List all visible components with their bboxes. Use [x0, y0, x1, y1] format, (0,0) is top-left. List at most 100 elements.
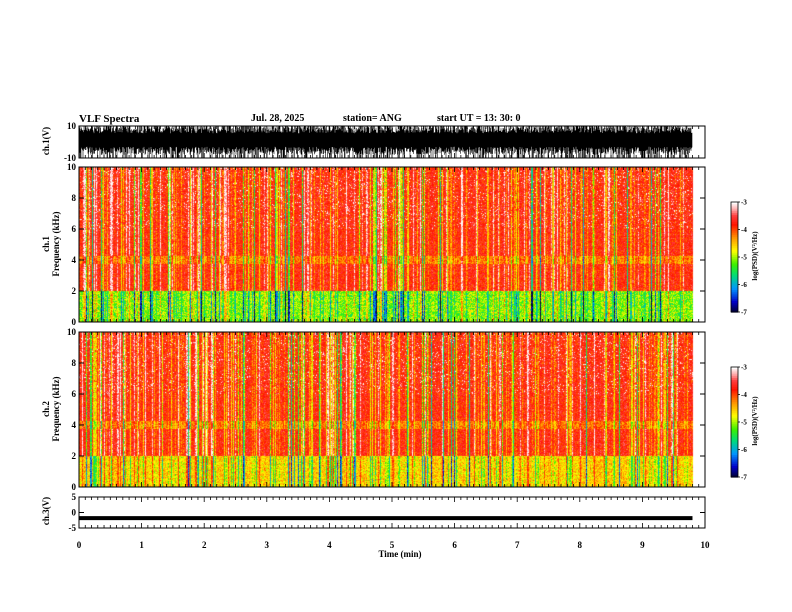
colorbar1-swatch [731, 279, 738, 282]
colorbar1-swatch [731, 258, 738, 262]
colorbar2-swatch [731, 372, 738, 375]
colorbar1-swatch [731, 295, 738, 298]
x-tick-label: 8 [578, 540, 583, 550]
colorbar2-swatch [731, 368, 738, 372]
panel2-ytick-label: 10 [67, 162, 77, 172]
x-tick-label: 2 [202, 540, 207, 550]
station-label: station= ANG [343, 113, 402, 124]
colorbar2-swatch [731, 400, 738, 403]
colorbar1-swatch [731, 207, 738, 210]
colorbar1-swatch [731, 227, 738, 231]
ch2-spectrogram-image [79, 332, 705, 487]
colorbar2-swatch [731, 442, 738, 445]
colorbar2-swatch [731, 440, 738, 443]
colorbar2-swatch [731, 416, 738, 419]
colorbar2-swatch [731, 370, 738, 374]
colorbar1-swatch [731, 235, 738, 238]
colorbar1-swatch [731, 249, 738, 253]
colorbar1-swatch [731, 236, 738, 240]
colorbar2-swatch [731, 467, 738, 471]
colorbar1-swatch [731, 288, 738, 291]
colorbar1-swatch [731, 238, 738, 242]
colorbar1-swatch [731, 275, 738, 278]
colorbar2-swatch [731, 438, 738, 441]
colorbar1-swatch [731, 229, 738, 232]
colorbar1-swatch [731, 262, 738, 265]
colorbar1-swatch [731, 202, 738, 205]
colorbar2-swatch [731, 389, 738, 392]
colorbar2-swatch [731, 392, 738, 396]
ch1-waveform-ylabel: ch.1(V) [41, 126, 51, 156]
colorbar1-swatch [731, 299, 738, 302]
start-time-label: start UT = 13: 30: 0 [437, 113, 521, 124]
colorbar1-swatch [731, 293, 738, 297]
colorbar2-swatch [731, 414, 738, 418]
colorbar2-swatch [731, 418, 738, 421]
colorbar1-swatch [731, 213, 738, 216]
colorbar2-swatch [731, 387, 738, 390]
colorbar1-swatch [731, 286, 738, 289]
colorbar2-swatch [731, 462, 738, 465]
colorbar1-swatch [731, 308, 738, 311]
colorbar1-tick-label: -5 [741, 254, 747, 262]
colorbar1-swatch [731, 282, 738, 286]
colorbar2-swatch [731, 385, 738, 388]
colorbar1-swatch [731, 209, 738, 212]
colorbar1-swatch [731, 268, 738, 271]
colorbar2-swatch [731, 423, 738, 427]
colorbar1-swatch [731, 306, 738, 309]
panel2-ytick-label: 6 [72, 224, 77, 234]
colorbar2-swatch [731, 458, 738, 462]
colorbar1-swatch [731, 290, 738, 293]
colorbar1-swatch [731, 220, 738, 223]
colorbar2-swatch [731, 473, 738, 476]
ch2-spectrogram-ylabel: ch.2 Frequency (kHz) [41, 376, 61, 442]
colorbar1-tick-label: -4 [741, 226, 747, 234]
colorbar2-tick-label: -6 [741, 446, 747, 454]
x-tick-label: 0 [77, 540, 82, 550]
colorbar2-swatch [731, 444, 738, 447]
colorbar2-swatch [731, 379, 738, 383]
panel2-ytick-label: 8 [72, 193, 77, 203]
colorbar2-swatch [731, 411, 738, 414]
x-tick-label: 9 [640, 540, 645, 550]
colorbar2-swatch [731, 401, 738, 405]
colorbar1-swatch [731, 205, 738, 209]
colorbar2-swatch [731, 374, 738, 377]
colorbar1-swatch [731, 246, 738, 249]
panel2-ytick-label: 2 [72, 286, 77, 296]
panel4-ytick-label: 5 [72, 492, 77, 502]
colorbar2-tick-label: -4 [741, 391, 747, 399]
panel3-ytick-label: 2 [72, 451, 77, 461]
colorbar1-swatch [731, 277, 738, 280]
colorbar2-swatch [731, 475, 738, 478]
colorbar1-swatch [731, 255, 738, 258]
colorbar2-swatch [731, 376, 738, 379]
colorbar2-swatch [731, 431, 738, 434]
colorbar2-swatch [731, 451, 738, 454]
x-tick-label: 5 [390, 540, 395, 550]
panel3-ytick-label: 8 [72, 358, 77, 368]
colorbar1-swatch [731, 264, 738, 267]
x-tick-label: 1 [139, 540, 144, 550]
colorbar2-swatch [731, 449, 738, 452]
colorbar1-swatch [731, 291, 738, 295]
date-label: Jul. 28, 2025 [251, 113, 305, 124]
colorbar1-swatch [731, 211, 738, 214]
colorbar2-tick-label: -5 [741, 419, 747, 427]
colorbar1-swatch [731, 271, 738, 275]
panel1-ytick-label: 10 [67, 121, 77, 131]
panel2-ytick-label: 0 [72, 317, 77, 327]
x-tick-label: 4 [327, 540, 332, 550]
colorbar1-swatch [731, 284, 738, 287]
colorbar2-tick-label: -7 [741, 474, 747, 482]
colorbar2-swatch [731, 455, 738, 458]
colorbar2-swatch [731, 398, 738, 401]
colorbar2-swatch [731, 378, 738, 381]
colorbar1-swatch [731, 218, 738, 221]
colorbar1-swatch [731, 273, 738, 276]
colorbar1-swatch [731, 253, 738, 256]
chart-title: VLF Spectra [79, 113, 140, 125]
panel-frame-3 [78, 331, 706, 488]
